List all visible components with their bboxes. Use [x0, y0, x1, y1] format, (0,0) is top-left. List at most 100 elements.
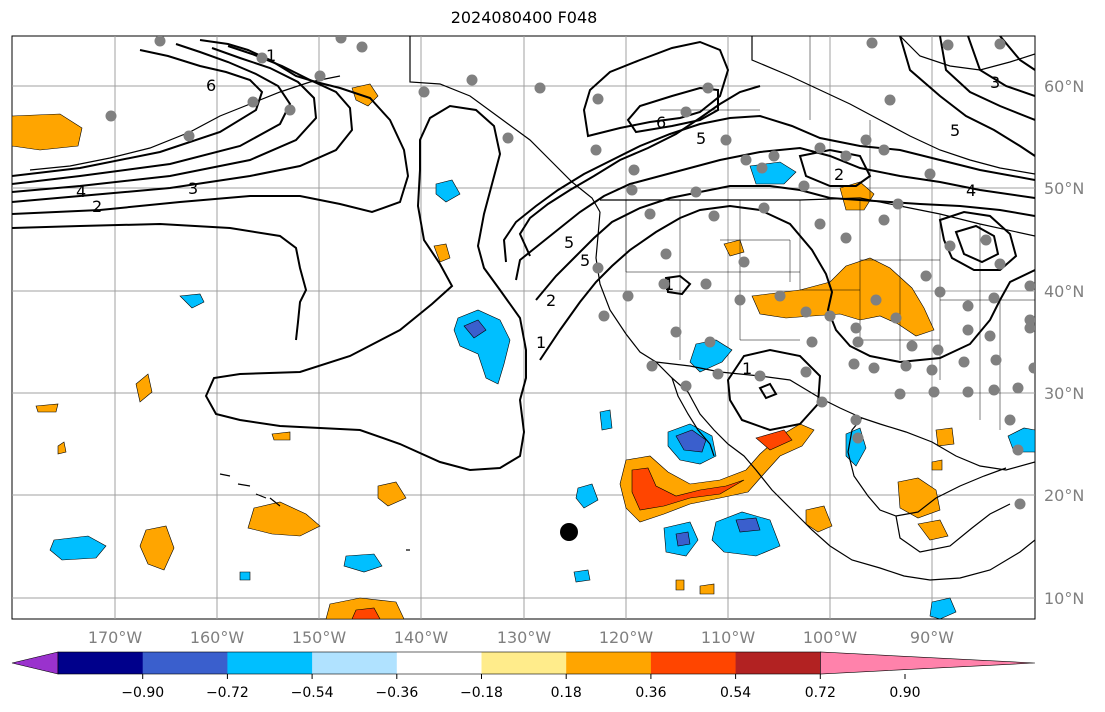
colorbar-tick-label: −0.54 [291, 685, 334, 701]
contour-label: 5 [950, 121, 960, 140]
station-marker [878, 144, 890, 156]
station-marker [660, 248, 672, 260]
hawaiian-islands [219, 473, 410, 551]
station-marker [335, 36, 347, 44]
contour-label: 4 [966, 181, 976, 200]
contour-1-west [204, 104, 527, 472]
station-marker [884, 94, 896, 106]
station-marker [900, 360, 912, 372]
shade-orange-hawaii-n [377, 481, 407, 507]
contour-label: 6 [656, 113, 666, 132]
contour-flow-4 [502, 114, 1035, 263]
colorbar-segment [58, 652, 144, 674]
station-marker [892, 198, 904, 210]
station-marker [734, 294, 746, 306]
station-marker [798, 180, 810, 192]
contour-label: 4 [76, 182, 86, 201]
station-marker [644, 208, 656, 220]
station-marker [934, 286, 946, 298]
station-marker [984, 330, 996, 342]
colorbar [11, 651, 1036, 675]
shade-blue-small4 [239, 571, 251, 581]
station-marker [928, 386, 940, 398]
contour-flow-6 [582, 40, 730, 138]
station-marker [704, 336, 716, 348]
station-marker [926, 364, 938, 376]
colorbar-segment [481, 652, 567, 674]
shade-blue-small6 [575, 483, 599, 509]
station-marker [990, 354, 1002, 366]
colorbar-tick-label: 0.90 [889, 685, 920, 701]
station-marker [622, 290, 634, 302]
contour-label: 5 [580, 251, 590, 270]
hudson [899, 36, 1035, 71]
lon-label: 90°W [910, 628, 954, 647]
station-marker [1024, 314, 1035, 326]
station-marker [848, 358, 860, 370]
station-marker [592, 262, 604, 274]
contour-label: 2 [834, 165, 844, 184]
station-marker [598, 310, 610, 322]
colorbar-segment [227, 652, 313, 674]
contour-label: 5 [564, 233, 574, 252]
lon-label: 130°W [497, 628, 552, 647]
station-marker [924, 168, 936, 180]
station-marker [592, 93, 604, 105]
station-marker [284, 104, 296, 116]
lon-label: 100°W [803, 628, 858, 647]
lat-label: 60°N [1044, 77, 1084, 96]
station-marker [658, 278, 670, 290]
station-marker [816, 396, 828, 408]
shade-red-mexico2 [755, 429, 793, 451]
shade-orange-small2 [57, 441, 67, 455]
contour-ne-4 [999, 36, 1035, 71]
shade-darkblue-mex-s2 [735, 517, 761, 533]
station-marker [994, 38, 1006, 50]
precip-anomaly-shading [12, 83, 1035, 619]
station-marker [502, 132, 514, 144]
station-marker [708, 210, 720, 222]
contour-3 [12, 45, 354, 203]
shade-orange-small3 [271, 431, 291, 441]
shade-blue-ariz [689, 339, 733, 373]
station-marker [740, 154, 752, 166]
shade-blue-small7 [573, 569, 591, 583]
station-marker [720, 134, 732, 146]
latitude-labels: 60°N 50°N 40°N 30°N 20°N 10°N [1044, 77, 1084, 608]
shade-blue-nw [179, 293, 205, 309]
shade-orange-colo [723, 239, 745, 257]
aleutians [29, 75, 341, 171]
shade-darkblue-baja [675, 429, 707, 453]
station-marker [944, 240, 956, 252]
colorbar-extend-low [11, 651, 59, 675]
station-marker [690, 186, 702, 198]
station-marker [418, 86, 430, 98]
shade-orange-bc [433, 243, 451, 263]
us-mexico-border [655, 361, 863, 419]
station-marker [962, 300, 974, 312]
station-marker [105, 110, 117, 122]
station-marker [758, 202, 770, 214]
west-coast [595, 211, 1035, 581]
lat-label: 20°N [1044, 486, 1084, 505]
shade-orange-small12 [935, 427, 955, 447]
shade-orange-gulf-mex [805, 505, 833, 533]
colorbar-tick-label: 0.72 [805, 685, 836, 701]
station-marker [962, 324, 974, 336]
contour-label: 5 [696, 129, 706, 148]
station-marker [356, 41, 368, 53]
station-marker [1024, 280, 1035, 292]
station-marker [870, 294, 882, 306]
shade-blue-small5 [343, 553, 383, 573]
contour-label: 1 [536, 333, 546, 352]
station-marker [980, 234, 992, 246]
contour-ne-3 [967, 36, 1035, 97]
shade-blue-mex-s2 [711, 511, 781, 557]
station-marker [1014, 498, 1026, 510]
station-marker [700, 278, 712, 290]
station-marker [314, 70, 326, 82]
contour-flow-1 [539, 204, 1035, 364]
station-marker [806, 336, 818, 348]
station-marker [860, 134, 872, 146]
colorbar-tick-label: −0.72 [206, 685, 249, 701]
